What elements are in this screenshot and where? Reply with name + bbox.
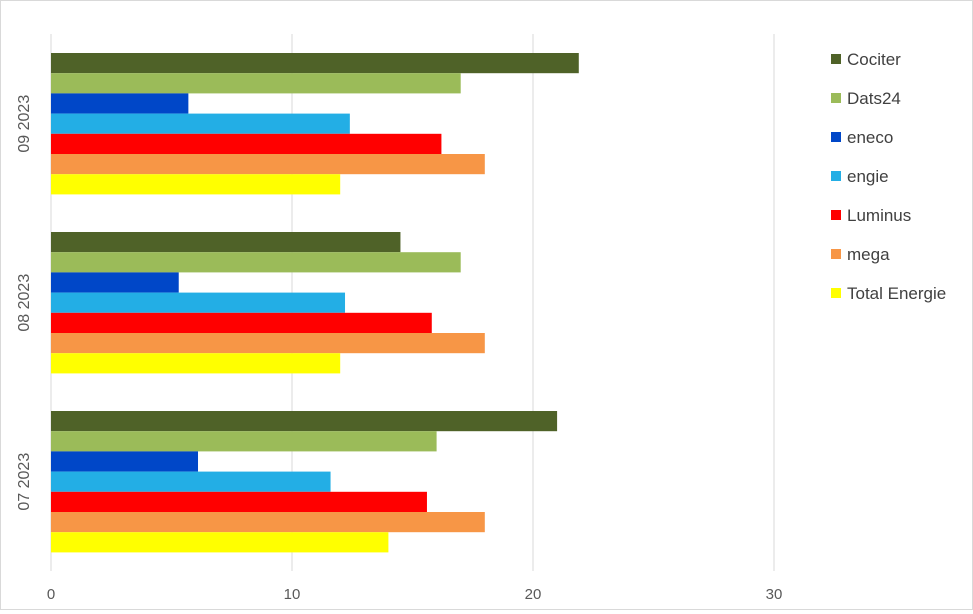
legend-swatch (831, 210, 841, 220)
bar-luminus-07-2023 (51, 491, 427, 512)
bar-luminus-09-2023 (51, 133, 442, 154)
bar-eneco-08-2023 (51, 272, 179, 293)
legend-label: mega (847, 245, 890, 264)
legend-label: Luminus (847, 206, 911, 225)
bar-dats24-09-2023 (51, 73, 461, 94)
legend-swatch (831, 132, 841, 142)
legend-label: Cociter (847, 50, 901, 69)
legend: Cociter Dats24 eneco engie Luminus mega Total … (831, 50, 946, 303)
bar-total-energie-08-2023 (51, 353, 341, 374)
legend-swatch (831, 171, 841, 181)
bar-dats24-07-2023 (51, 431, 437, 452)
legend-swatch (831, 93, 841, 103)
bar-cociter-08-2023 (51, 232, 401, 253)
bar-total-energie-09-2023 (51, 174, 341, 195)
bar-engie-07-2023 (51, 471, 331, 492)
legend-swatch (831, 54, 841, 64)
legend-swatch (831, 288, 841, 298)
bar-eneco-09-2023 (51, 93, 189, 114)
legend-label: Dats24 (847, 89, 901, 108)
bar-engie-09-2023 (51, 113, 350, 134)
bar-cociter-07-2023 (51, 411, 558, 432)
bar-mega-09-2023 (51, 154, 485, 175)
category-label: 09 2023 (16, 95, 33, 153)
bar-engie-08-2023 (51, 292, 346, 313)
bar-eneco-07-2023 (51, 451, 199, 472)
x-tick-label: 20 (525, 586, 542, 603)
bar-luminus-08-2023 (51, 312, 432, 333)
bar-dats24-08-2023 (51, 252, 461, 273)
bars (51, 53, 579, 553)
category-label: 07 2023 (16, 453, 33, 511)
x-axis-ticks: 0 10 20 30 (47, 586, 783, 603)
bar-mega-08-2023 (51, 333, 485, 354)
category-label: 08 2023 (16, 274, 33, 332)
bar-mega-07-2023 (51, 512, 485, 533)
x-tick-label: 30 (766, 586, 783, 603)
legend-label: eneco (847, 128, 893, 147)
legend-label: Total Energie (847, 284, 946, 303)
legend-label: engie (847, 167, 889, 186)
category-labels: 09 2023 08 2023 07 2023 (16, 95, 33, 511)
legend-swatch (831, 249, 841, 259)
bar-cociter-09-2023 (51, 53, 579, 74)
bar-total-energie-07-2023 (51, 532, 389, 553)
x-tick-label: 10 (284, 586, 301, 603)
x-tick-label: 0 (47, 586, 55, 603)
